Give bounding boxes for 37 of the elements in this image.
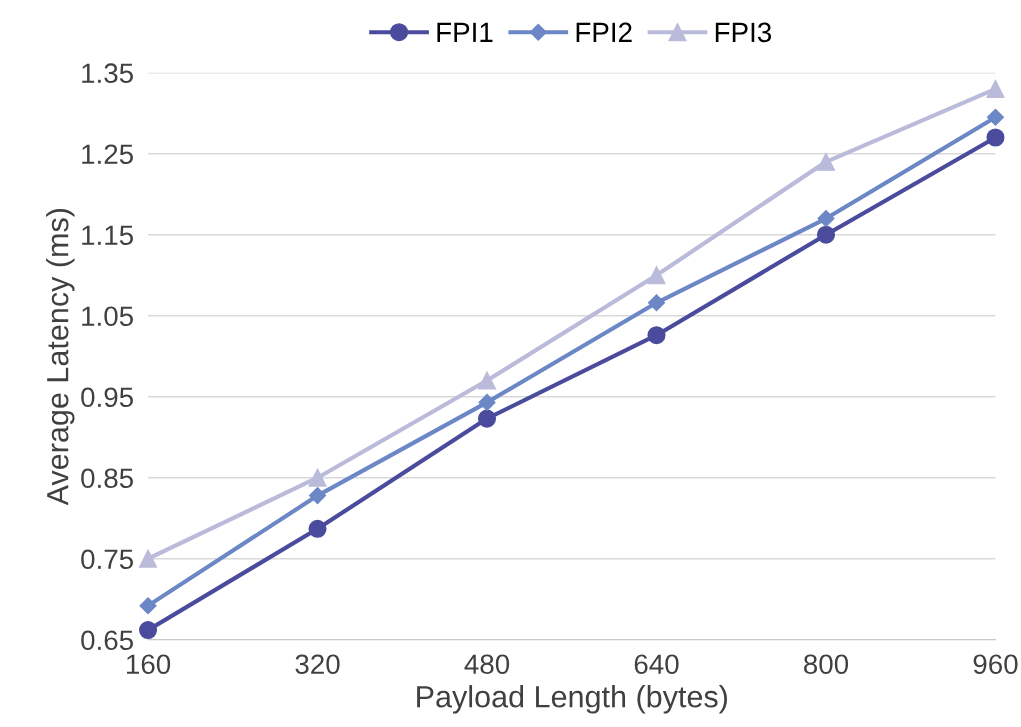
- point: [986, 128, 1005, 147]
- y-tick-label: 0.75: [81, 549, 133, 570]
- point: [816, 152, 836, 171]
- x-tick-label: 800: [804, 654, 849, 675]
- point: [308, 487, 327, 505]
- y-tick-label: 1.25: [82, 144, 133, 165]
- y-tick-label: 0.65: [81, 630, 133, 651]
- x-tick-label: 960: [973, 654, 1018, 675]
- legend-label: FPI3: [715, 22, 772, 43]
- point: [477, 409, 497, 428]
- point: [478, 393, 496, 411]
- x-tick-label: 320: [295, 654, 340, 675]
- x-tick-label: 480: [464, 654, 510, 675]
- point: [477, 371, 497, 390]
- y-tick-label: 1.15: [82, 225, 133, 246]
- y-tick-label: 1.35: [82, 63, 133, 84]
- x-tick-label: 160: [126, 654, 171, 675]
- point: [308, 519, 327, 538]
- point: [816, 225, 836, 244]
- point: [139, 621, 158, 640]
- point: [647, 266, 666, 285]
- legend-label: FPI2: [576, 22, 632, 42]
- point: [986, 108, 1005, 126]
- point: [647, 294, 666, 312]
- legend-label: FPI1: [437, 22, 493, 42]
- y-axis-title: Average Latency (ms): [46, 208, 75, 506]
- point: [986, 79, 1005, 98]
- point: [308, 468, 327, 487]
- x-tick-label: 640: [634, 654, 679, 675]
- y-tick-label: 0.85: [81, 468, 133, 489]
- point: [647, 326, 666, 345]
- y-tick-label: 1.05: [82, 306, 133, 327]
- x-axis-title: Payload Length (bytes): [417, 685, 727, 714]
- y-tick-label: 0.95: [81, 387, 133, 408]
- point: [817, 209, 835, 228]
- point: [139, 597, 157, 615]
- point: [139, 549, 158, 568]
